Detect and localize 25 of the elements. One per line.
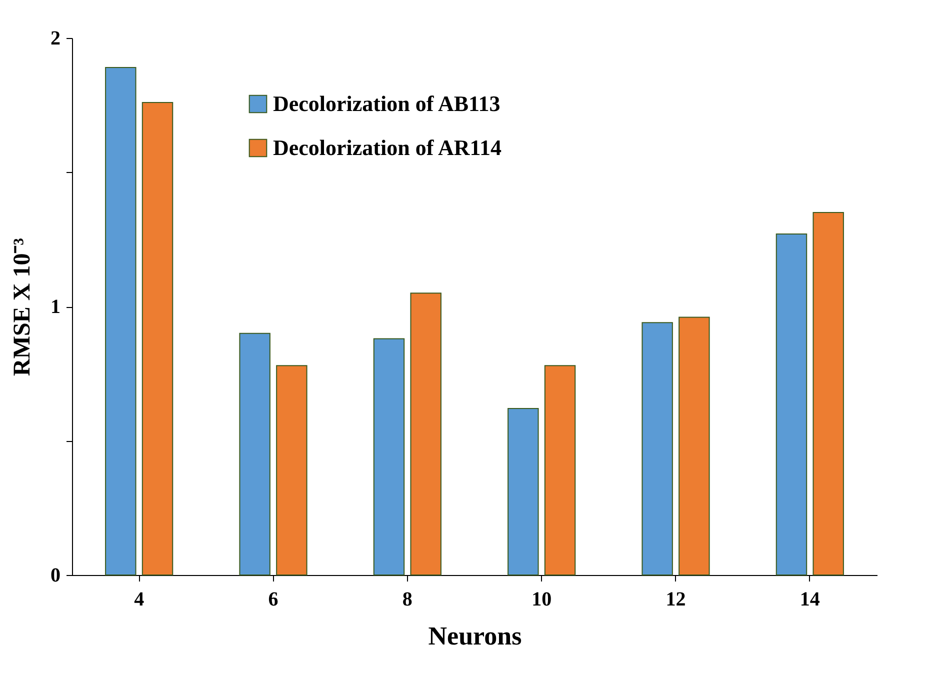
bar: [105, 67, 136, 576]
bar: [276, 365, 308, 576]
bar: [812, 212, 844, 576]
x-tick-label: 4: [134, 588, 144, 610]
y-tick-label: 0: [50, 564, 60, 586]
x-tick-label: 6: [268, 588, 278, 610]
y-tick-label: 2: [50, 28, 60, 50]
bar: [410, 292, 442, 576]
bar: [373, 338, 405, 576]
y-axis-title: RMSE X 10⁻³: [10, 238, 36, 376]
y-tick-label: 1: [50, 296, 60, 318]
legend-label: Decolorization of AR114: [273, 135, 502, 160]
bar: [678, 316, 710, 576]
x-tick-label: 8: [402, 588, 412, 610]
bar: [544, 365, 576, 576]
bar: [642, 322, 673, 576]
bar: [508, 408, 539, 576]
bar: [142, 102, 174, 576]
legend-label: Decolorization of AB113: [273, 91, 500, 116]
x-tick-label: 12: [666, 588, 686, 610]
x-tick-label: 10: [532, 588, 552, 610]
bar: [239, 332, 270, 576]
bar: [776, 234, 808, 576]
x-tick-label: 14: [800, 588, 820, 610]
x-axis-title: Neurons: [428, 622, 522, 650]
